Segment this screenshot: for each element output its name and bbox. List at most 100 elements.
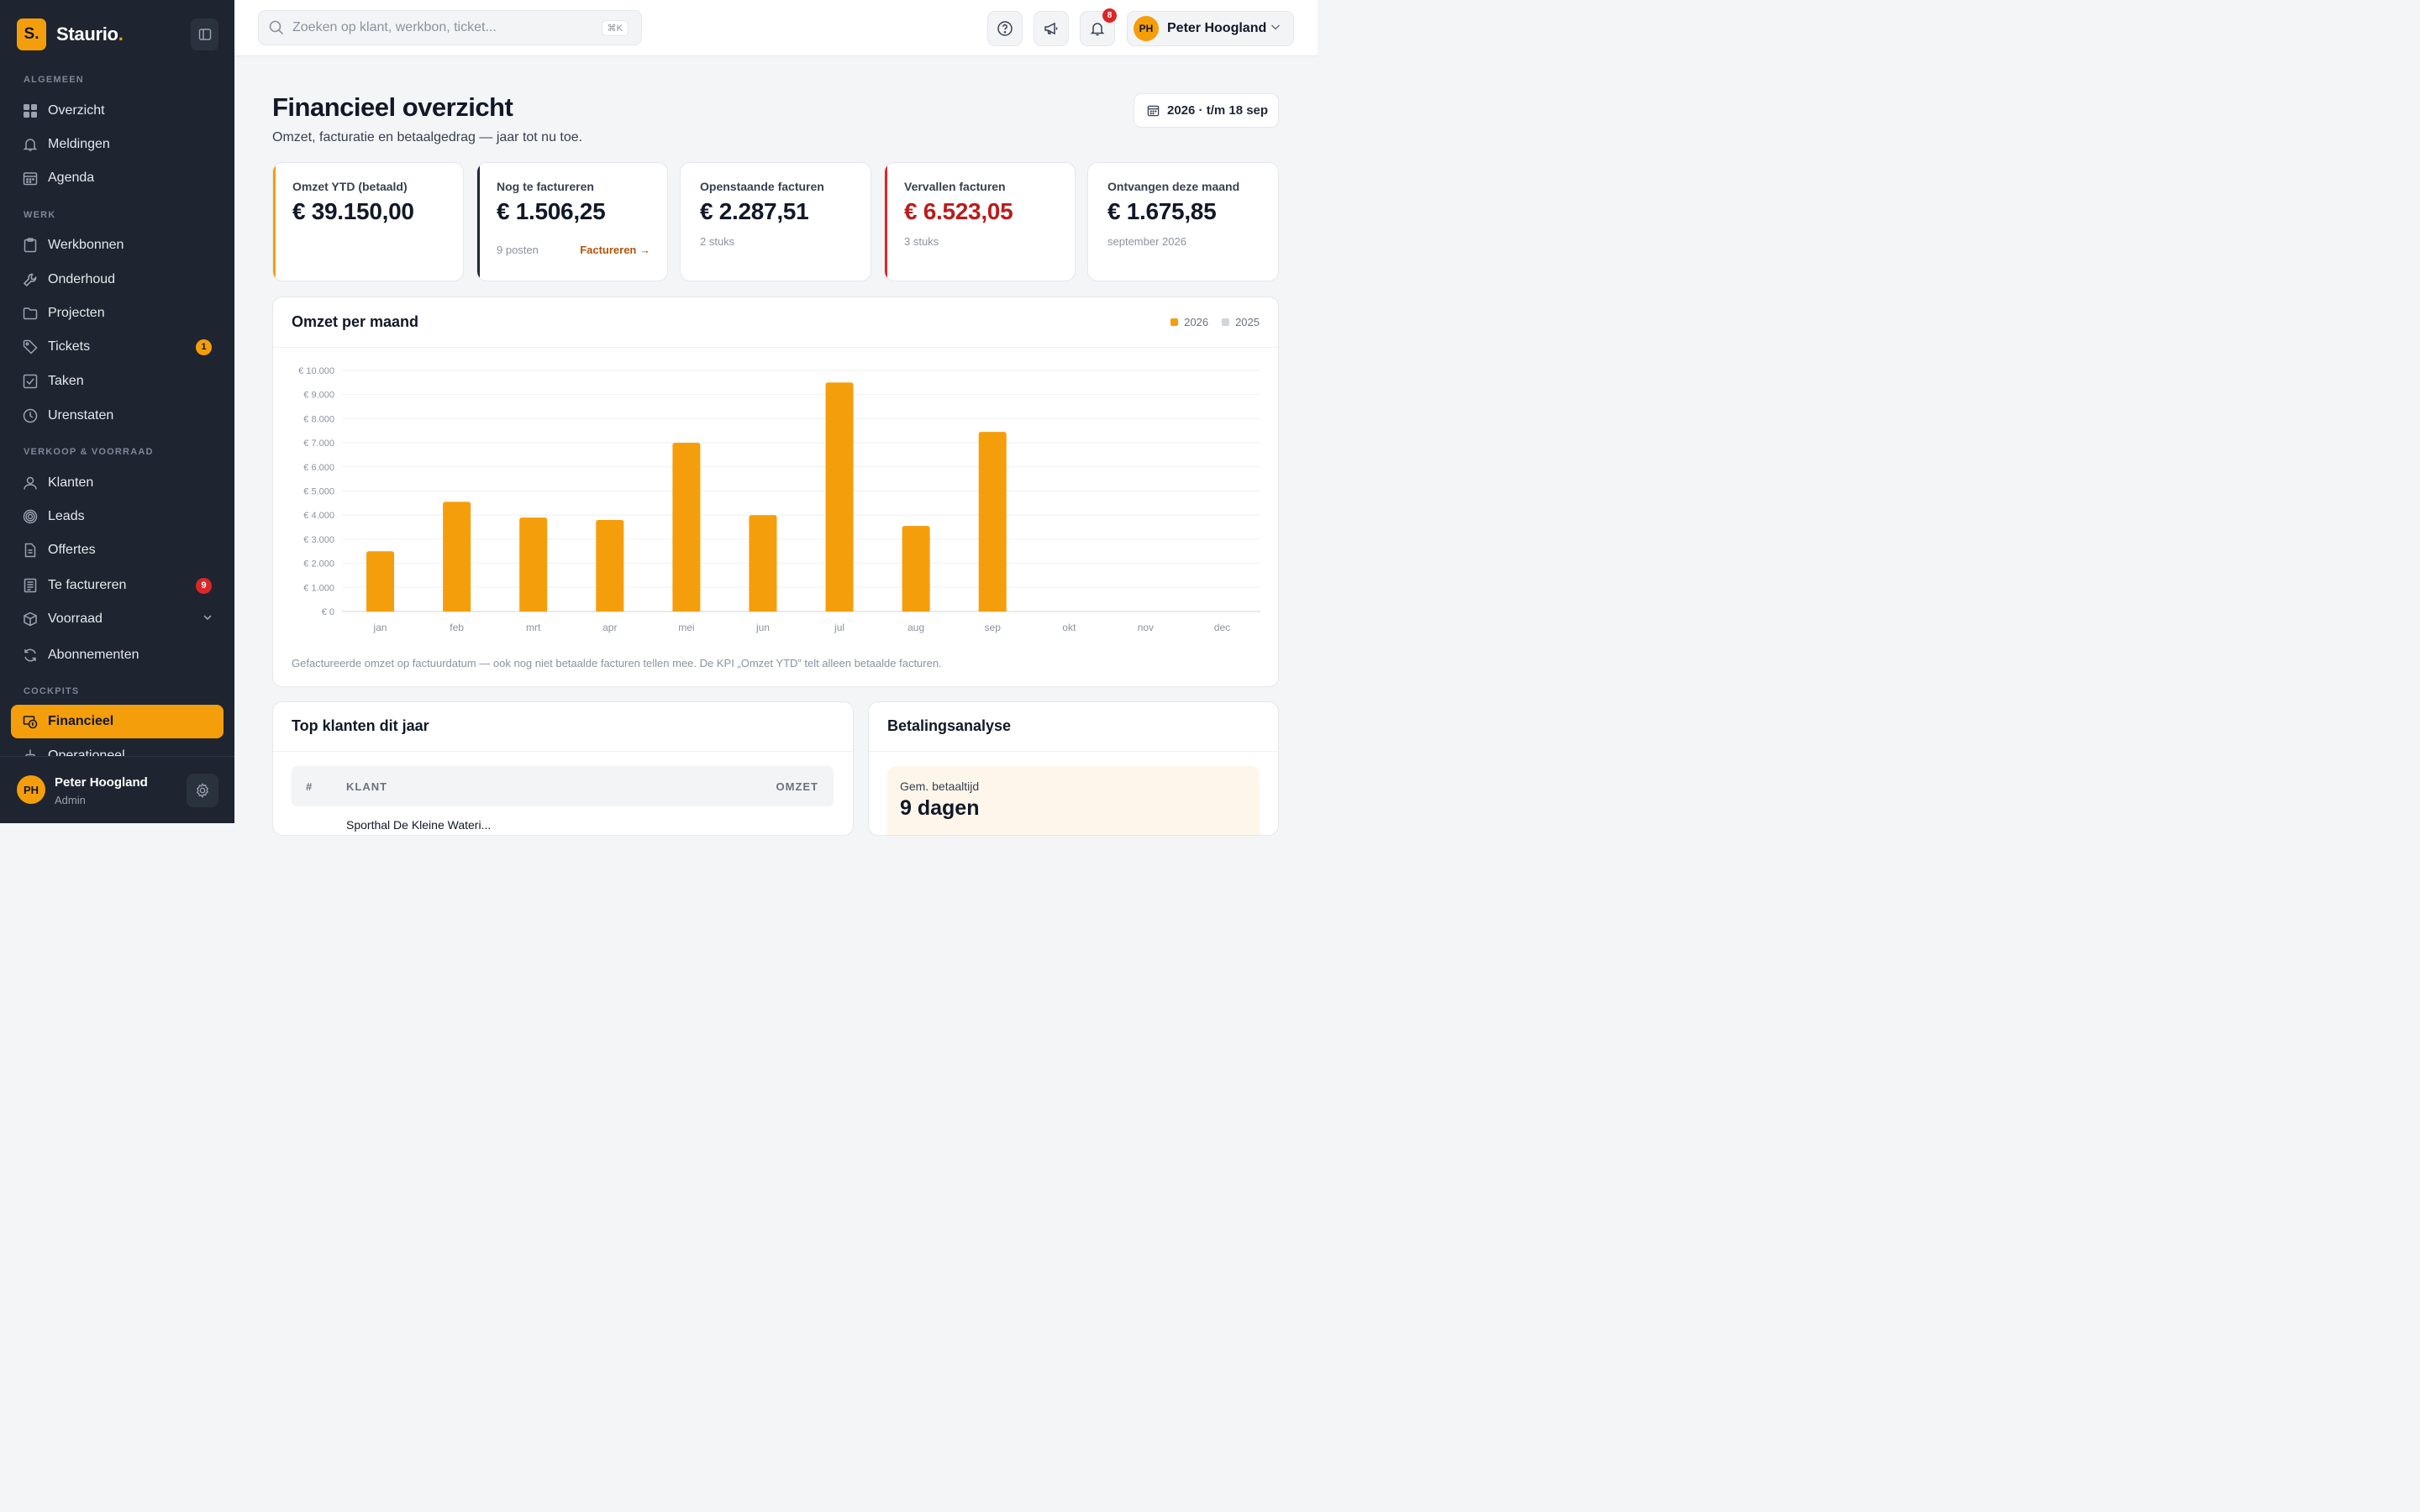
card-divider: [273, 347, 1278, 348]
notifications-button[interactable]: 8: [1080, 8, 1117, 46]
chart-legend: 2026 2025: [1157, 316, 1260, 328]
sidebar-item-urenstaten[interactable]: Urenstaten: [11, 399, 224, 433]
brand[interactable]: S. Staurio.: [17, 18, 124, 50]
sidebar-item-projecten[interactable]: Projecten: [11, 297, 224, 330]
sidebar-footer: PH Peter Hoogland Admin: [0, 756, 234, 823]
bar-mrt[interactable]: [519, 517, 548, 612]
chart-card-omzet-per-maand: Omzet per maand 2026 2025 € 0 € 1.000 € 2.…: [272, 297, 1279, 687]
kpi-value: € 1.506,25: [497, 198, 606, 224]
top-klanten-card: Top klanten dit jaar # KLANT OMZET Sport…: [272, 701, 854, 836]
notification-count-badge: 8: [1102, 8, 1117, 23]
clipboard-icon: [22, 238, 38, 254]
kpi-card-ontvangen-deze-maand: Ontvangen deze maand € 1.675,85 septembe…: [1087, 162, 1279, 281]
sidebar: S. Staurio. ALGEMEEN Overzicht Meldingen…: [0, 0, 234, 823]
brand-name: Staurio: [56, 24, 118, 45]
table-header: # KLANT OMZET: [292, 766, 834, 806]
kpi-meta: 9 posten: [497, 244, 539, 256]
brand-dot: .: [118, 24, 124, 45]
announcements-button[interactable]: [1034, 11, 1069, 46]
kpi-meta: september 2026: [1107, 235, 1186, 248]
sidebar-item-klanten[interactable]: Klanten: [11, 466, 224, 500]
y-tick-label: € 4.000: [303, 511, 334, 521]
user-icon: [22, 475, 38, 491]
sidebar-item-offertes[interactable]: Offertes: [11, 533, 224, 567]
sidebar-item-werkbonnen[interactable]: Werkbonnen: [11, 228, 224, 262]
x-tick-label: mei: [678, 622, 694, 633]
search-shortcut: ⌘K: [601, 20, 629, 36]
sidebar-item-overzicht[interactable]: Overzicht: [11, 94, 224, 128]
bar-feb[interactable]: [443, 501, 471, 612]
kpi-label: Nog te factureren: [497, 180, 594, 193]
chevron-down-icon[interactable]: [202, 612, 213, 627]
date-range-picker[interactable]: 2026 · t/m 18 sep: [1134, 93, 1279, 128]
bar-mei[interactable]: [672, 443, 701, 612]
y-tick-label: € 3.000: [303, 535, 334, 545]
column-header-omzet[interactable]: OMZET: [776, 780, 818, 793]
column-header-rank[interactable]: #: [306, 780, 313, 793]
page-title: Financieel overzicht: [272, 92, 513, 122]
legend-item-2025[interactable]: 2025: [1222, 316, 1260, 328]
clock-icon: [22, 408, 38, 424]
sidebar-item-financieel[interactable]: Financieel: [11, 705, 224, 738]
x-tick-label: mrt: [526, 622, 541, 633]
kpi-label: Openstaande facturen: [700, 180, 824, 193]
sidebar-item-label: Financieel: [48, 714, 114, 728]
sidebar-item-te-factureren[interactable]: Te factureren 9: [11, 569, 224, 602]
sidebar-item-onderhoud[interactable]: Onderhoud: [11, 263, 224, 297]
chart-note: Gefactureerde omzet op factuurdatum — oo…: [292, 657, 942, 669]
column-header-klant[interactable]: KLANT: [346, 780, 388, 793]
sidebar-item-label: Offertes: [48, 543, 96, 557]
y-tick-label: € 5.000: [303, 487, 334, 497]
y-tick-label: € 7.000: [303, 438, 334, 449]
x-tick-label: feb: [450, 622, 464, 633]
bar-sep[interactable]: [978, 432, 1007, 612]
calendar-icon: [1147, 105, 1160, 117]
kpi-value: € 1.675,85: [1107, 198, 1217, 224]
kpi-label: Ontvangen deze maand: [1107, 180, 1240, 193]
bar-jul[interactable]: [825, 382, 854, 612]
card-divider: [869, 751, 1278, 752]
user-menu[interactable]: PH Peter Hoogland: [1127, 11, 1294, 46]
y-tick-label: € 9.000: [303, 391, 334, 401]
section-label-cockpits: COCKPITS: [24, 686, 80, 696]
sidebar-item-abonnementen[interactable]: Abonnementen: [11, 638, 224, 672]
search-bar[interactable]: ⌘K: [258, 10, 642, 45]
kpi-accent: [273, 163, 276, 281]
x-tick-label: aug: [908, 622, 924, 633]
te-factureren-count-badge: 9: [196, 577, 212, 594]
y-tick-label: € 1.000: [303, 583, 334, 593]
sidebar-toggle-icon: [198, 29, 211, 40]
bar-jun[interactable]: [749, 515, 777, 612]
section-label-algemeen: ALGEMEEN: [24, 75, 84, 85]
bar-apr[interactable]: [596, 519, 624, 612]
x-tick-label: dec: [1214, 622, 1230, 633]
search-icon: [269, 20, 284, 35]
legend-item-2026[interactable]: 2026: [1171, 316, 1208, 328]
x-tick-label: nov: [1138, 622, 1154, 633]
sidebar-item-agenda[interactable]: Agenda: [11, 161, 224, 195]
bar-aug[interactable]: [902, 526, 930, 612]
sidebar-item-tickets[interactable]: Tickets 1: [11, 330, 224, 364]
help-button[interactable]: [987, 11, 1023, 46]
sidebar-item-voorraad[interactable]: Voorraad: [11, 602, 224, 636]
settings-button[interactable]: [187, 774, 218, 807]
sidebar-item-leads[interactable]: Leads: [11, 500, 224, 533]
topbar: ⌘K 8 PH Peter Hoogland: [234, 0, 1318, 56]
section-label-verkoop: VERKOOP & VOORRAAD: [24, 447, 154, 457]
sidebar-item-label: Projecten: [48, 306, 105, 320]
avatar[interactable]: PH: [17, 775, 45, 804]
sidebar-item-meldingen[interactable]: Meldingen: [11, 128, 224, 161]
search-input[interactable]: [292, 20, 595, 35]
factureren-link[interactable]: Factureren →: [580, 244, 650, 256]
table-cell-klant[interactable]: Sporthal De Kleine Wateri...: [346, 818, 492, 832]
sidebar-item-label: Leads: [48, 509, 85, 523]
sidebar-collapse-button[interactable]: [191, 18, 218, 50]
bar-jan[interactable]: [366, 551, 395, 612]
x-tick-label: jun: [755, 622, 770, 633]
card-title: Top klanten dit jaar: [292, 717, 429, 734]
x-tick-label: sep: [985, 622, 1002, 633]
y-tick-label: € 10.000: [298, 366, 334, 376]
megaphone-icon: [1044, 22, 1058, 35]
user-name: Peter Hoogland: [1167, 21, 1267, 35]
sidebar-item-taken[interactable]: Taken: [11, 365, 224, 398]
